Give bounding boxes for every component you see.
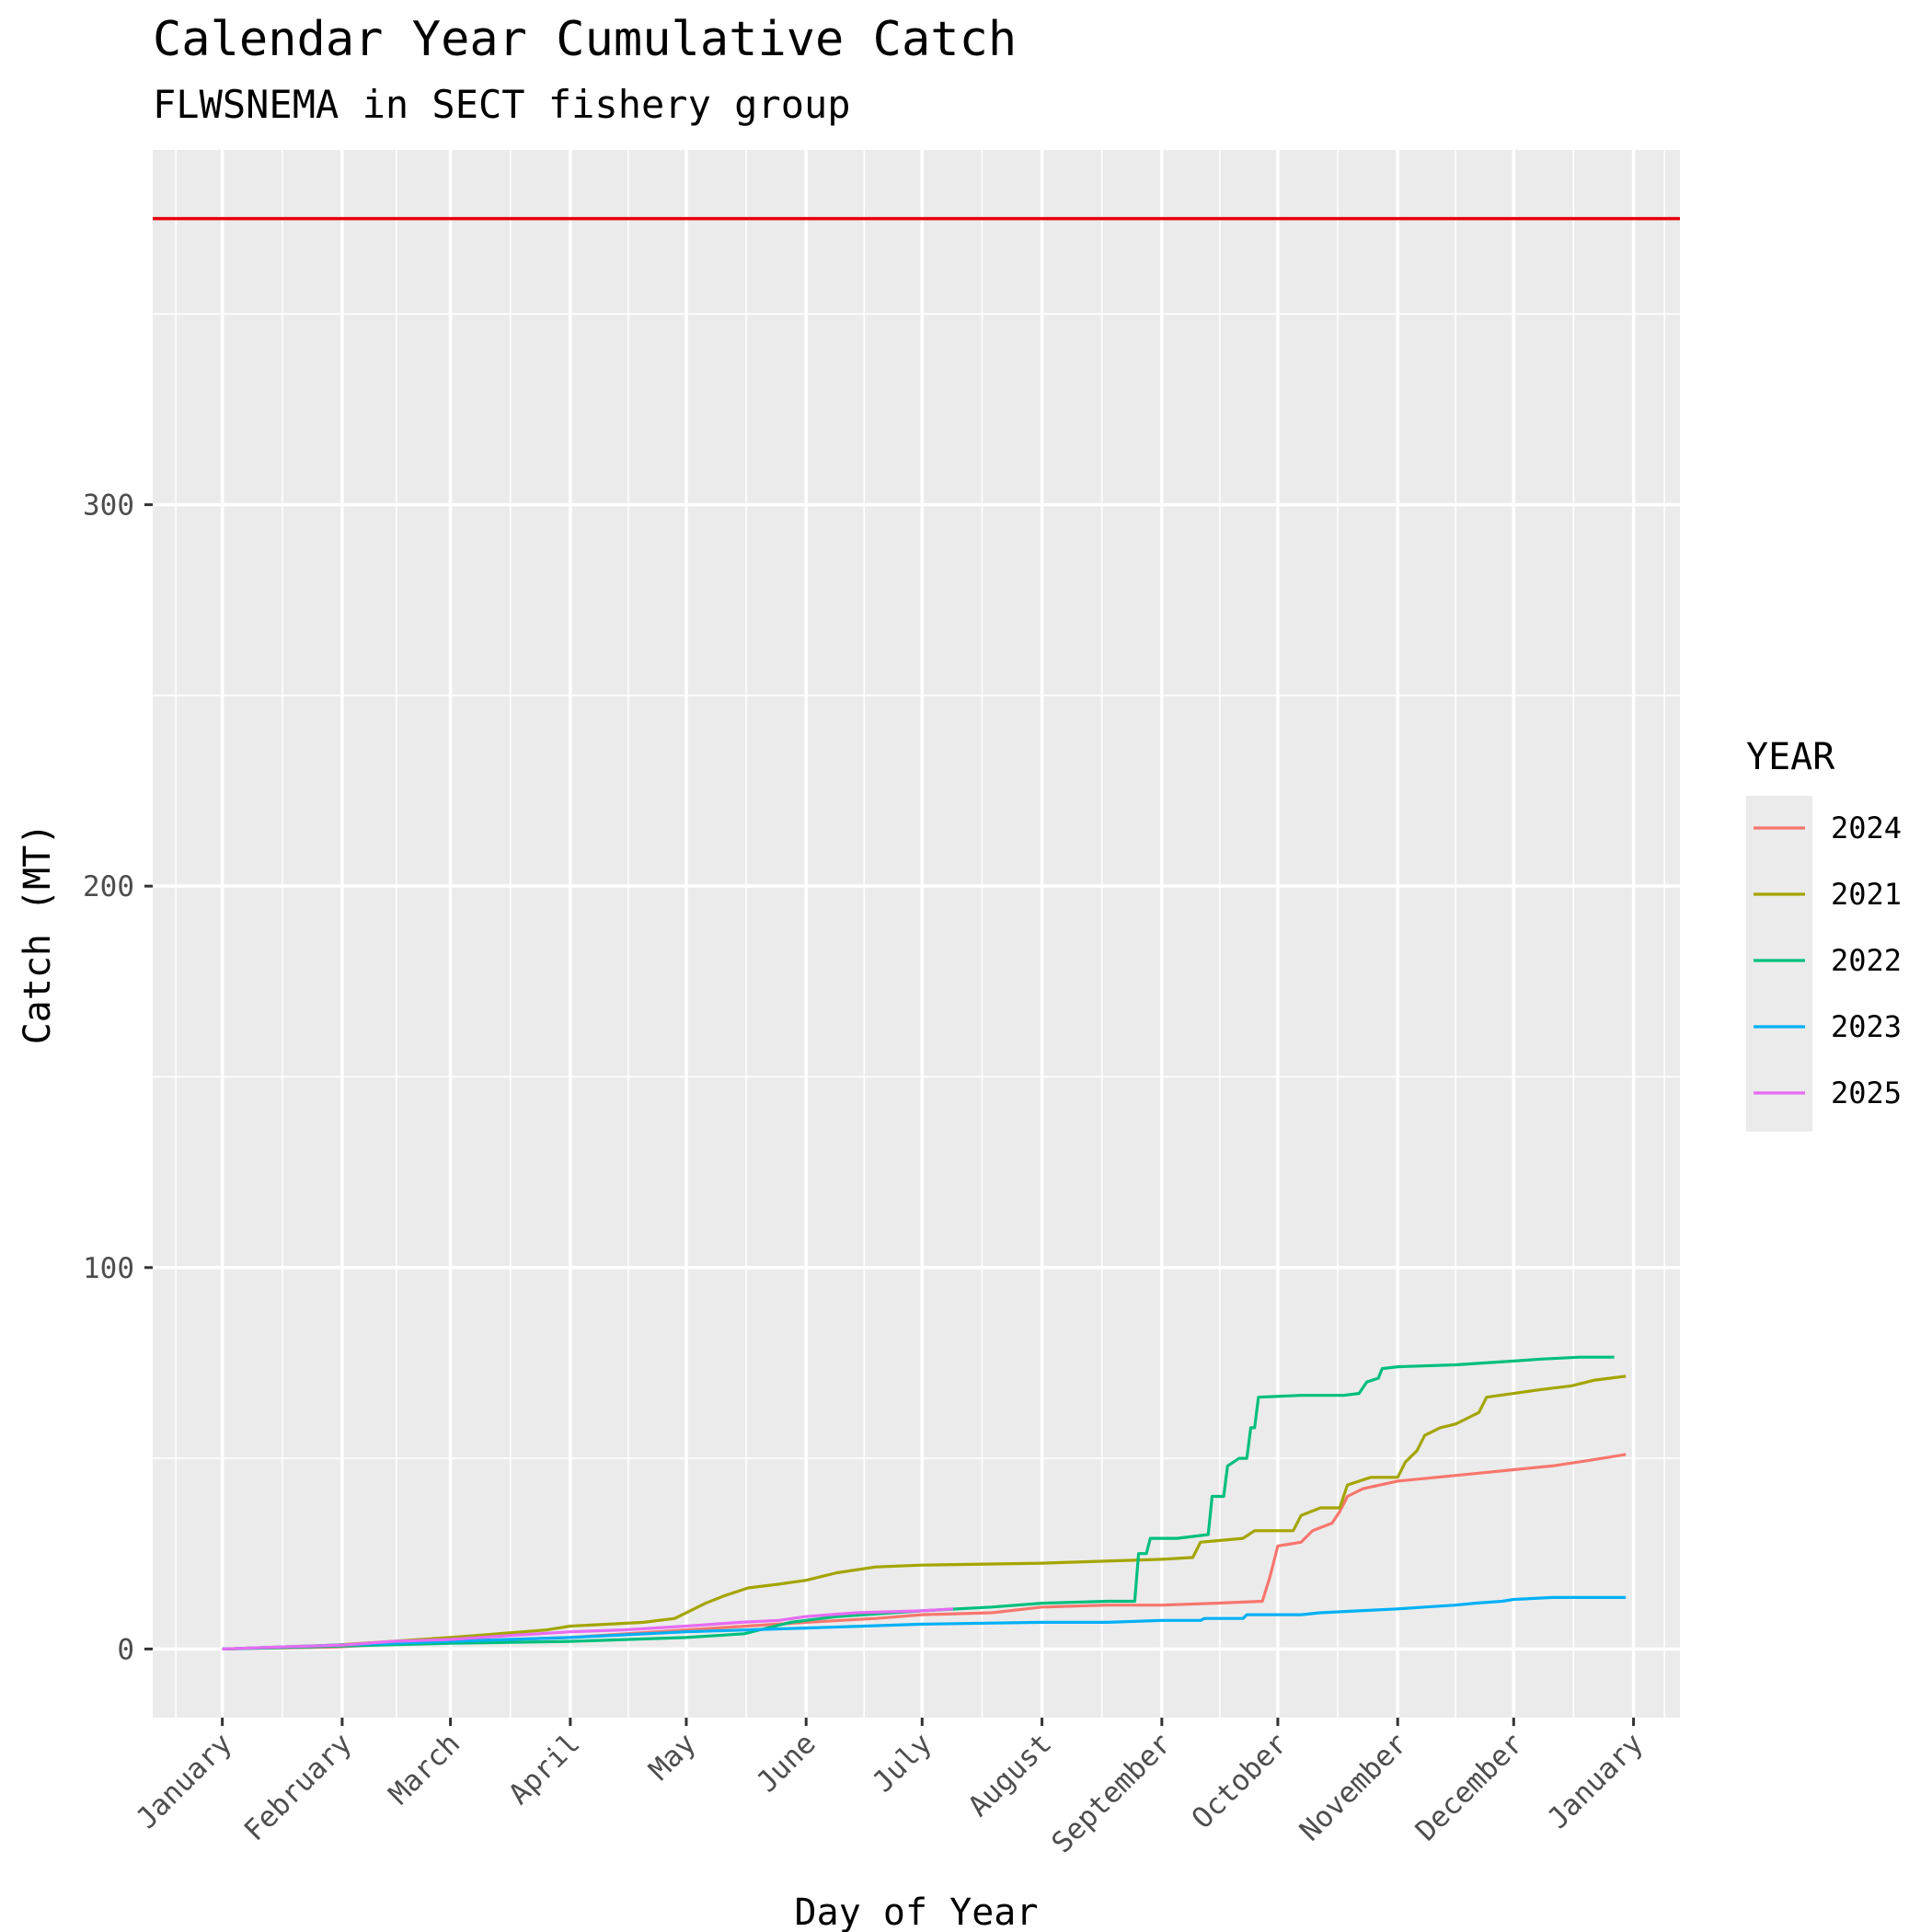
legend: YEAR 2024 2021 2022 2023 2025 <box>1746 736 1902 1132</box>
y-axis-title: Catch (MT) <box>17 823 59 1045</box>
y-tick-label: 0 <box>117 1633 134 1666</box>
grid-minor <box>153 150 1680 1718</box>
x-tick-label: May <box>643 1727 703 1787</box>
x-tick-label: July <box>867 1727 938 1799</box>
x-tick-label: August <box>962 1727 1059 1823</box>
legend-label-2023: 2023 <box>1831 1009 1902 1044</box>
x-tick-label: September <box>1045 1727 1178 1859</box>
legend-title: YEAR <box>1746 736 1835 778</box>
series-lines <box>222 1355 1627 1650</box>
series-line-2024 <box>222 1453 1627 1650</box>
y-tick-label: 300 <box>83 489 134 523</box>
grid-major <box>153 150 1680 1718</box>
x-tick-label: April <box>502 1727 586 1811</box>
x-tick-label: February <box>238 1727 359 1847</box>
y-axis: 0 100 200 300 <box>83 489 153 1666</box>
legend-label-2025: 2025 <box>1831 1075 1902 1110</box>
legend-label-2022: 2022 <box>1831 943 1902 978</box>
y-tick-label: 100 <box>83 1252 134 1285</box>
series-line-2022 <box>222 1355 1615 1650</box>
series-line-2023 <box>222 1595 1627 1650</box>
legend-label-2021: 2021 <box>1831 877 1902 912</box>
x-tick-label: January <box>130 1727 238 1835</box>
x-axis-title: Day of Year <box>795 1892 1039 1932</box>
legend-key-background <box>1746 796 1812 1132</box>
legend-items: 2024 2021 2022 2023 2025 <box>1754 811 1902 1110</box>
plot-panel <box>153 150 1680 1718</box>
x-tick-label: January <box>1541 1727 1650 1835</box>
y-tick-label: 200 <box>83 870 134 903</box>
x-tick-label: October <box>1186 1727 1294 1835</box>
x-tick-label: June <box>751 1727 822 1799</box>
chart-subtitle: FLWSNEMA in SECT fishery group <box>153 82 851 127</box>
x-tick-label: March <box>383 1727 466 1811</box>
x-tick-label: December <box>1409 1727 1530 1847</box>
series-line-2021 <box>222 1374 1627 1650</box>
legend-label-2024: 2024 <box>1831 811 1902 845</box>
x-tick-label: November <box>1294 1727 1414 1847</box>
x-axis: January February March April May June July Augu… <box>130 1718 1650 1859</box>
series-line-2025 <box>222 1607 953 1650</box>
chart-title: Calendar Year Cumulative Catch <box>153 12 1017 67</box>
